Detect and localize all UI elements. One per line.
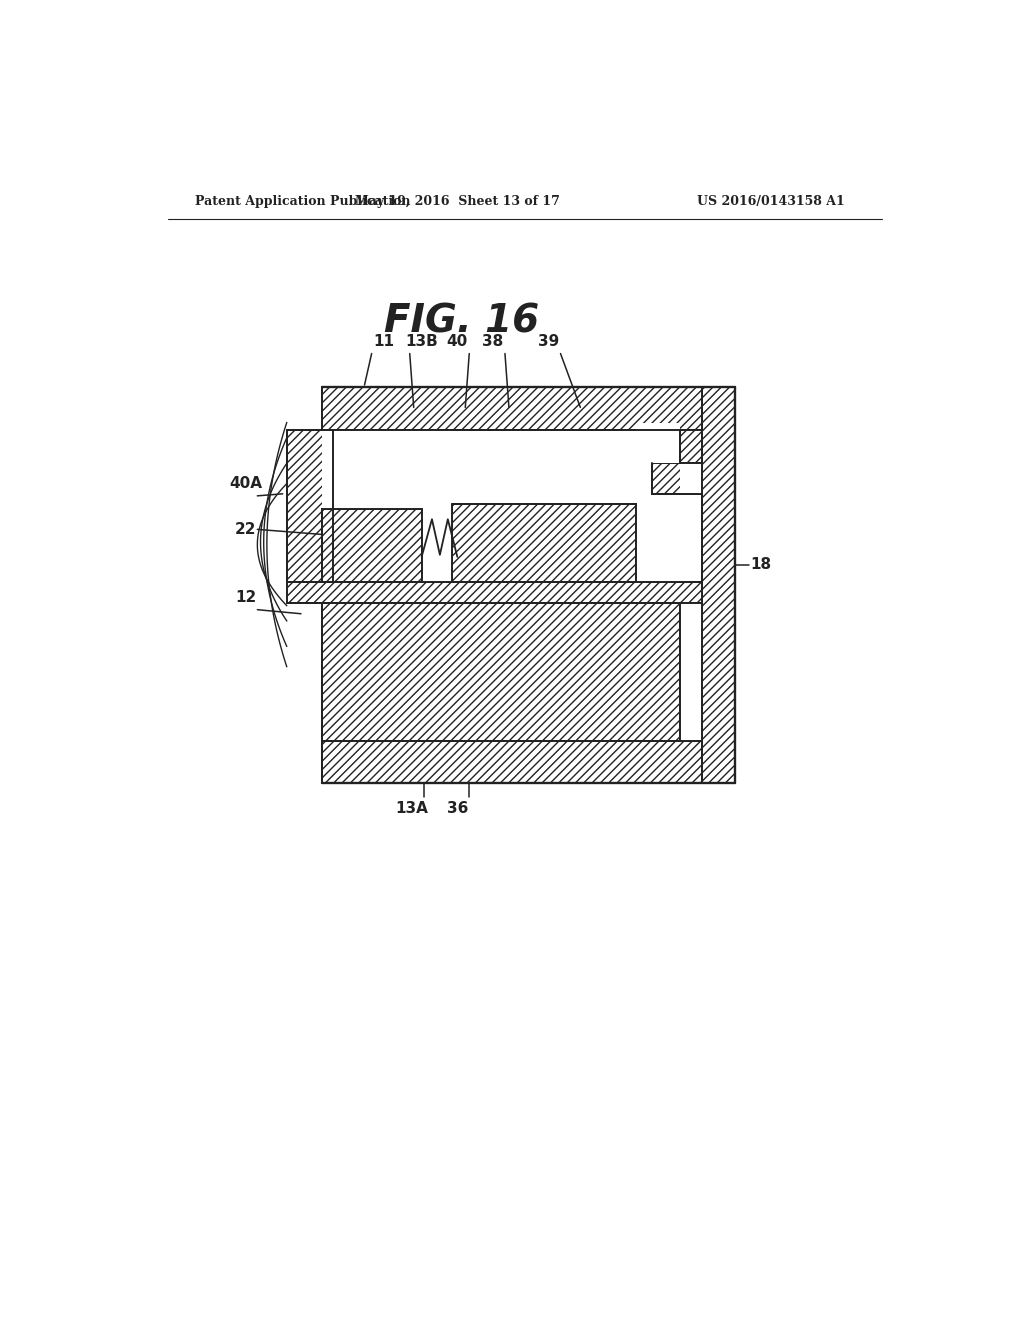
Text: May 19, 2016  Sheet 13 of 17: May 19, 2016 Sheet 13 of 17 (355, 194, 560, 207)
Bar (636, 422, 680, 463)
Text: FIG. 16: FIG. 16 (384, 302, 539, 341)
Text: 39: 39 (538, 334, 559, 348)
Text: 22: 22 (234, 521, 256, 537)
Bar (323, 602, 680, 741)
Text: 12: 12 (234, 590, 256, 605)
Bar (323, 387, 701, 430)
Bar (287, 430, 333, 582)
Text: 40: 40 (446, 334, 468, 348)
Bar (652, 463, 701, 494)
Text: Patent Application Publication: Patent Application Publication (196, 194, 411, 207)
Bar (323, 510, 422, 582)
Bar (323, 741, 701, 784)
Bar (636, 504, 680, 582)
Bar (287, 582, 701, 602)
Text: US 2016/0143158 A1: US 2016/0143158 A1 (697, 194, 845, 207)
Bar (701, 387, 735, 784)
Bar (323, 430, 422, 510)
Bar (422, 510, 452, 582)
Text: 18: 18 (751, 557, 772, 573)
Text: 11: 11 (373, 334, 394, 348)
Text: 13A: 13A (395, 801, 429, 816)
Bar (422, 430, 452, 510)
Text: 38: 38 (482, 334, 504, 348)
Text: 36: 36 (446, 801, 468, 816)
Bar (680, 602, 701, 741)
Bar (680, 430, 701, 463)
Text: 13B: 13B (406, 334, 438, 348)
Bar (452, 504, 636, 582)
Text: 40A: 40A (229, 477, 262, 491)
Bar (287, 430, 323, 458)
Bar (636, 430, 680, 463)
Bar (680, 463, 701, 494)
